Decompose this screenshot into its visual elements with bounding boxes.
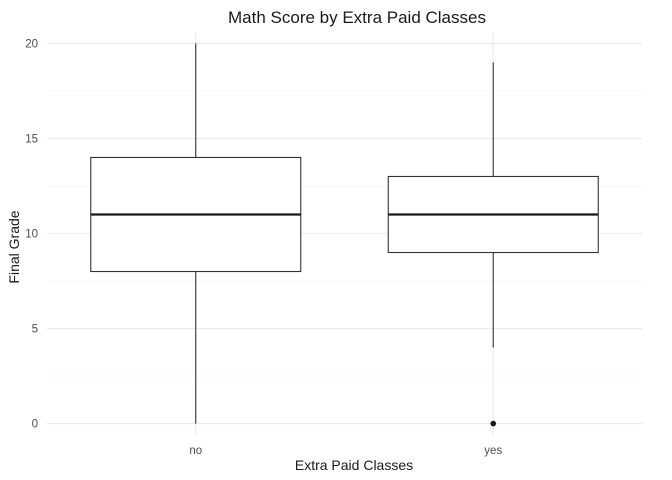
y-axis-title: Final Grade bbox=[6, 210, 22, 283]
chart-title: Math Score by Extra Paid Classes bbox=[228, 8, 486, 27]
x-tick-label: yes bbox=[484, 445, 502, 457]
y-tick-label: 0 bbox=[32, 419, 38, 431]
box-group-yes bbox=[387, 62, 599, 427]
box-layer bbox=[90, 43, 599, 427]
y-tick-label: 15 bbox=[25, 133, 38, 145]
outlier-point bbox=[490, 420, 497, 427]
y-tick-label: 10 bbox=[25, 229, 38, 241]
y-tick-label: 20 bbox=[25, 38, 38, 50]
x-tick-label: no bbox=[189, 445, 202, 457]
tick-layer: 0 5 10 15 20 no yes bbox=[25, 38, 502, 457]
y-tick-label: 5 bbox=[32, 324, 38, 336]
x-axis-title: Extra Paid Classes bbox=[295, 457, 413, 473]
box-group-no bbox=[90, 43, 302, 424]
